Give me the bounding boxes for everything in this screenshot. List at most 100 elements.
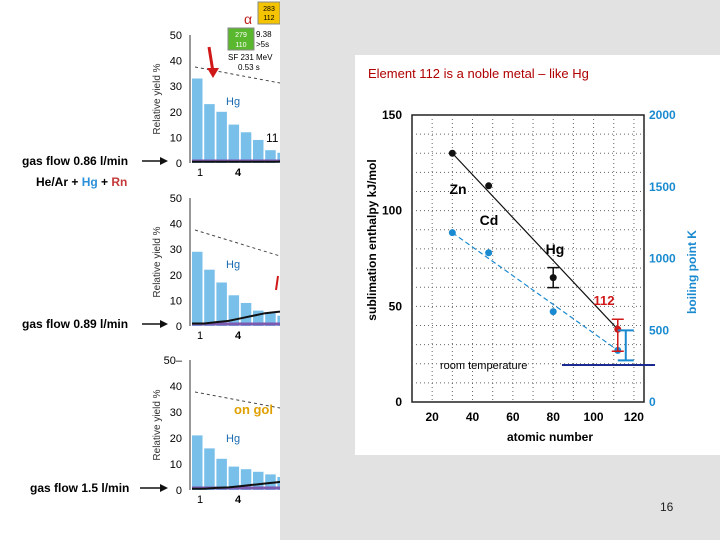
yield-bar [216, 282, 227, 326]
daughter-mass: 279 [235, 32, 247, 39]
gas-flow-label: gas flow 0.89 l/min [22, 317, 128, 331]
yield-bar [228, 124, 240, 163]
panel-y-tick: 20 [170, 270, 182, 282]
panel-y-tick: 10 [170, 132, 182, 144]
enthalpy-trend-line [451, 152, 619, 330]
yield-bar [228, 295, 240, 326]
enthalpy-point [485, 182, 493, 190]
panel-y-tick: 40 [170, 381, 182, 393]
boiling-point-point [549, 308, 557, 316]
x-tick-label: 80 [547, 410, 561, 424]
panel-y-axis-label: Relative yield % [152, 389, 163, 460]
gas-flow-label: gas flow 1.5 l/min [30, 481, 129, 495]
cd-element-label: Cd [480, 212, 499, 228]
red-marker-panel2 [275, 275, 279, 291]
panel-y-tick: 50– [164, 355, 183, 367]
panel-y-tick: 40 [170, 219, 182, 231]
yield-bar [265, 313, 276, 326]
plot-frame [411, 114, 645, 403]
daughter-z: 110 [235, 42, 246, 49]
yield-bar [240, 302, 252, 326]
yield-bar [204, 269, 215, 326]
gas-flow-arrow-head [160, 484, 168, 492]
panel-y-tick: 50 [170, 193, 182, 205]
sf-energy: SF 231 MeV [228, 53, 273, 62]
dotted-trend-line [194, 391, 281, 409]
red-arrow-shaft [207, 46, 215, 73]
alpha-energy: 9.38 [256, 30, 272, 39]
panel-x-tick: 1 [197, 167, 203, 179]
parent-z: 112 [263, 15, 274, 22]
daughter-nucleus-box [227, 27, 255, 51]
panel-x-tick: 4 [235, 167, 242, 179]
boiling-point-point [485, 249, 493, 257]
yield-bar [253, 310, 264, 326]
detector-label-11: 11 [266, 131, 279, 145]
y-tick-label: 100 [382, 204, 402, 218]
yield-bar [216, 111, 227, 163]
panel-x-tick: 1 [197, 494, 203, 506]
gas-flow-arrow-head [160, 320, 168, 328]
panel-y-tick: 10 [170, 459, 182, 471]
enthalpy-point [448, 149, 456, 157]
y-tick-label: 0 [395, 395, 402, 409]
x-axis-label: atomic number [507, 430, 593, 444]
y2-tick-label: 0 [649, 395, 656, 409]
zn-element-label: Zn [449, 181, 466, 197]
element-112-label: 112 [594, 293, 615, 308]
y2-tick-label: 1500 [649, 180, 676, 194]
carrier-gas-label: He/Ar + Hg + Rn [36, 175, 127, 189]
yield-bar [192, 251, 203, 326]
element-112-error-bar [611, 318, 624, 353]
parent-half-life: >5s [256, 40, 269, 49]
boiling-112-error-bar [617, 329, 634, 362]
panel-y-tick: 40 [170, 56, 182, 68]
dotted-trend-line [194, 229, 281, 257]
x-tick-label: 120 [624, 410, 644, 424]
y2-tick-label: 1000 [649, 252, 676, 266]
y-tick-label: 150 [382, 108, 402, 122]
yield-bar [204, 448, 215, 490]
y2-axis-label: boiling point K [685, 230, 699, 314]
hg-element-label: Hg [546, 241, 565, 257]
yield-bar [240, 469, 252, 490]
gas-flow-arrow-head [160, 157, 168, 165]
y-axis-label: sublimation enthalpy kJ/mol [365, 159, 379, 320]
yield-bar [204, 104, 215, 163]
panel-y-tick: 0 [176, 321, 182, 333]
panel-hg-label: Hg [226, 433, 240, 445]
yield-bar [192, 78, 203, 163]
x-tick-label: 60 [506, 410, 520, 424]
yield-bar [228, 466, 240, 490]
panel-x-tick: 4 [235, 494, 242, 506]
y-tick-label: 50 [389, 299, 403, 313]
x-tick-label: 100 [584, 410, 604, 424]
page-number: 16 [660, 500, 674, 514]
panel-y-tick: 30 [170, 244, 182, 256]
panel-x-tick: 4 [235, 330, 242, 342]
panel-y-tick: 0 [176, 158, 182, 170]
parent-mass: 283 [263, 6, 275, 13]
panel-y-tick: 10 [170, 295, 182, 307]
panel-y-tick: 50 [170, 30, 182, 42]
y2-tick-label: 500 [649, 323, 669, 337]
room-temperature-label: room temperature [440, 360, 527, 372]
panel-hg-label: Hg [226, 96, 240, 108]
y2-tick-label: 2000 [649, 108, 676, 122]
enthalpy-chart-box [355, 55, 720, 455]
panel-x-tick: 1 [197, 330, 203, 342]
panel-y-tick: 0 [176, 485, 182, 497]
alpha-decay-inset: α 283 112 279 110 9.38 >5s SF 231 MeV 0.… [207, 1, 281, 291]
alpha-symbol: α [244, 11, 252, 27]
panel-y-tick: 30 [170, 407, 182, 419]
panel-y-tick: 20 [170, 433, 182, 445]
panel-y-tick: 20 [170, 107, 182, 119]
boiling-point-point [448, 229, 456, 237]
yield-bar [192, 435, 203, 490]
yield-bar [253, 139, 264, 163]
slide-title: Element 112 is a noble metal – like Hg [368, 66, 589, 81]
panel-y-tick: 30 [170, 81, 182, 93]
gold-surface-label: on gol [234, 402, 273, 417]
sf-half-life: 0.53 s [238, 63, 260, 72]
red-arrow-head [207, 68, 219, 78]
